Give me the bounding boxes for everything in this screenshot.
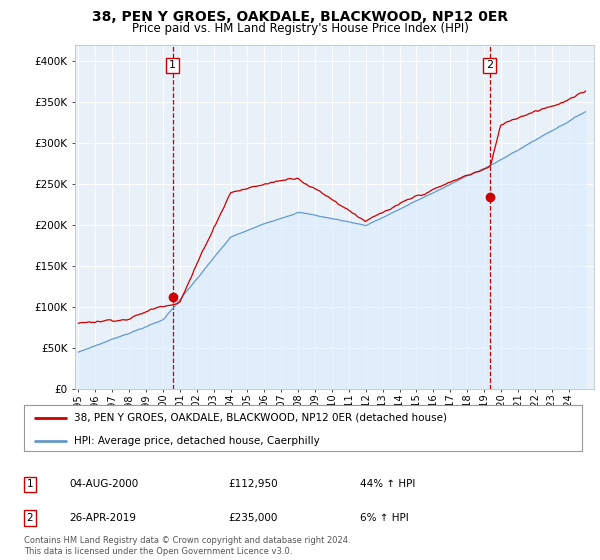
Text: 2: 2: [26, 513, 34, 523]
Text: £235,000: £235,000: [228, 513, 277, 523]
Text: Price paid vs. HM Land Registry's House Price Index (HPI): Price paid vs. HM Land Registry's House …: [131, 22, 469, 35]
Text: 6% ↑ HPI: 6% ↑ HPI: [360, 513, 409, 523]
Text: 38, PEN Y GROES, OAKDALE, BLACKWOOD, NP12 0ER: 38, PEN Y GROES, OAKDALE, BLACKWOOD, NP1…: [92, 10, 508, 24]
Text: Contains HM Land Registry data © Crown copyright and database right 2024.
This d: Contains HM Land Registry data © Crown c…: [24, 536, 350, 556]
Text: 26-APR-2019: 26-APR-2019: [69, 513, 136, 523]
Text: £112,950: £112,950: [228, 479, 278, 489]
Text: HPI: Average price, detached house, Caerphilly: HPI: Average price, detached house, Caer…: [74, 436, 320, 446]
Text: 1: 1: [169, 60, 176, 71]
Text: 44% ↑ HPI: 44% ↑ HPI: [360, 479, 415, 489]
Text: 1: 1: [26, 479, 34, 489]
Text: 38, PEN Y GROES, OAKDALE, BLACKWOOD, NP12 0ER (detached house): 38, PEN Y GROES, OAKDALE, BLACKWOOD, NP1…: [74, 413, 447, 423]
Text: 2: 2: [486, 60, 493, 71]
Text: 04-AUG-2000: 04-AUG-2000: [69, 479, 138, 489]
